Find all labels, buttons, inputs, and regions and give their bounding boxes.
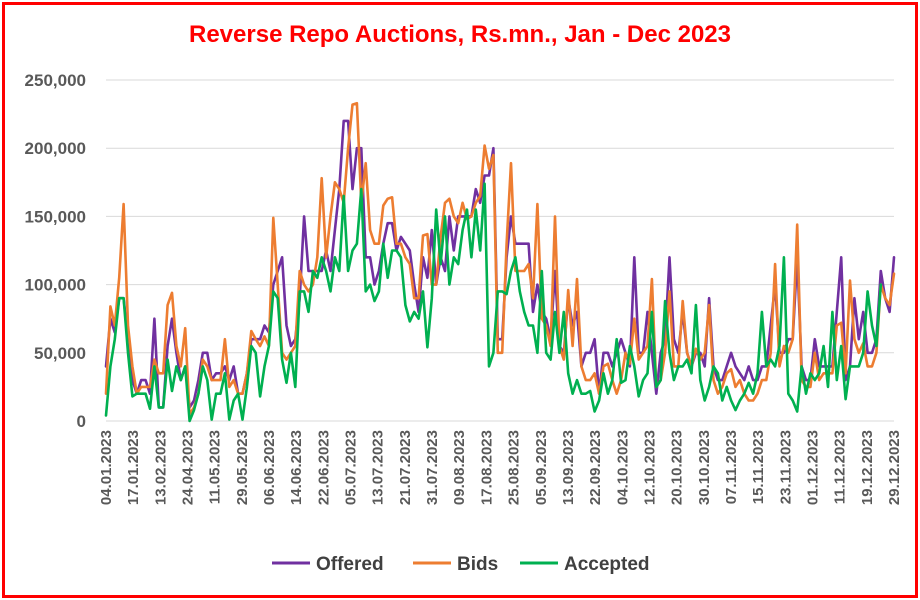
x-tick-label: 04.01.2023 [98, 430, 115, 505]
chart-title: Reverse Repo Auctions, Rs.mn., Jan - Dec… [189, 21, 731, 48]
x-tick-label: 22.09.2023 [587, 430, 604, 505]
x-tick-label: 11.12.2023 [832, 430, 849, 504]
x-tick-label: 13.02.2023 [152, 430, 169, 505]
y-tick-label: 0 [77, 412, 86, 431]
x-tick-label: 04.10.2023 [614, 430, 631, 505]
x-tick-label: 05.09.2023 [533, 430, 550, 505]
x-tick-label: 24.04.2023 [180, 430, 197, 505]
x-tick-label: 31.07.2023 [424, 430, 441, 505]
x-tick-label: 21.07.2023 [397, 430, 414, 505]
x-tick-label: 14.06.2023 [288, 430, 305, 505]
x-tick-label: 13.09.2023 [560, 430, 577, 505]
x-tick-label: 19.12.2023 [859, 430, 876, 505]
series-line-bids [104, 101, 896, 416]
legend-label-bids: Bids [457, 554, 498, 575]
x-tick-label: 25.08.2023 [506, 430, 523, 505]
x-tick-label: 09.08.2023 [451, 430, 468, 505]
x-tick-label: 22.06.2023 [315, 430, 332, 505]
y-tick-label: 150,000 [25, 207, 86, 226]
y-tick-label: 100,000 [25, 276, 86, 295]
y-tick-label: 200,000 [25, 139, 86, 158]
y-axis: 0 50,000 100,000 150,000 200,000 250,000 [25, 71, 86, 431]
series-line-accepted [104, 182, 883, 423]
x-tick-label: 06.06.2023 [261, 430, 278, 505]
x-axis: 04.01.2023 17.01.2023 13.02.2023 24.04.2023… [98, 430, 903, 505]
legend-label-offered: Offered [316, 554, 384, 575]
x-tick-label: 17.08.2023 [478, 430, 495, 505]
x-tick-label: 29.12.2023 [886, 430, 903, 505]
x-tick-label: 15.11.2023 [750, 430, 767, 504]
x-tick-label: 23.11.2023 [777, 430, 794, 504]
x-tick-label: 01.12.2023 [804, 430, 821, 505]
x-tick-label: 20.10.2023 [669, 430, 686, 505]
x-tick-label: 07.11.2023 [723, 430, 740, 504]
x-tick-label: 30.10.2023 [696, 430, 713, 505]
legend: Offered Bids Accepted [272, 554, 650, 575]
x-tick-label: 05.07.2023 [343, 430, 360, 505]
y-tick-label: 250,000 [25, 71, 86, 90]
plot-area [104, 101, 896, 423]
legend-label-accepted: Accepted [564, 554, 650, 575]
x-tick-label: 17.01.2023 [125, 430, 142, 505]
x-tick-label: 29.05.2023 [234, 430, 251, 505]
y-tick-label: 50,000 [34, 344, 86, 363]
x-tick-label: 11.05.2023 [207, 430, 224, 504]
x-tick-label: 13.07.2023 [370, 430, 387, 505]
x-tick-label: 12.10.2023 [641, 430, 658, 505]
